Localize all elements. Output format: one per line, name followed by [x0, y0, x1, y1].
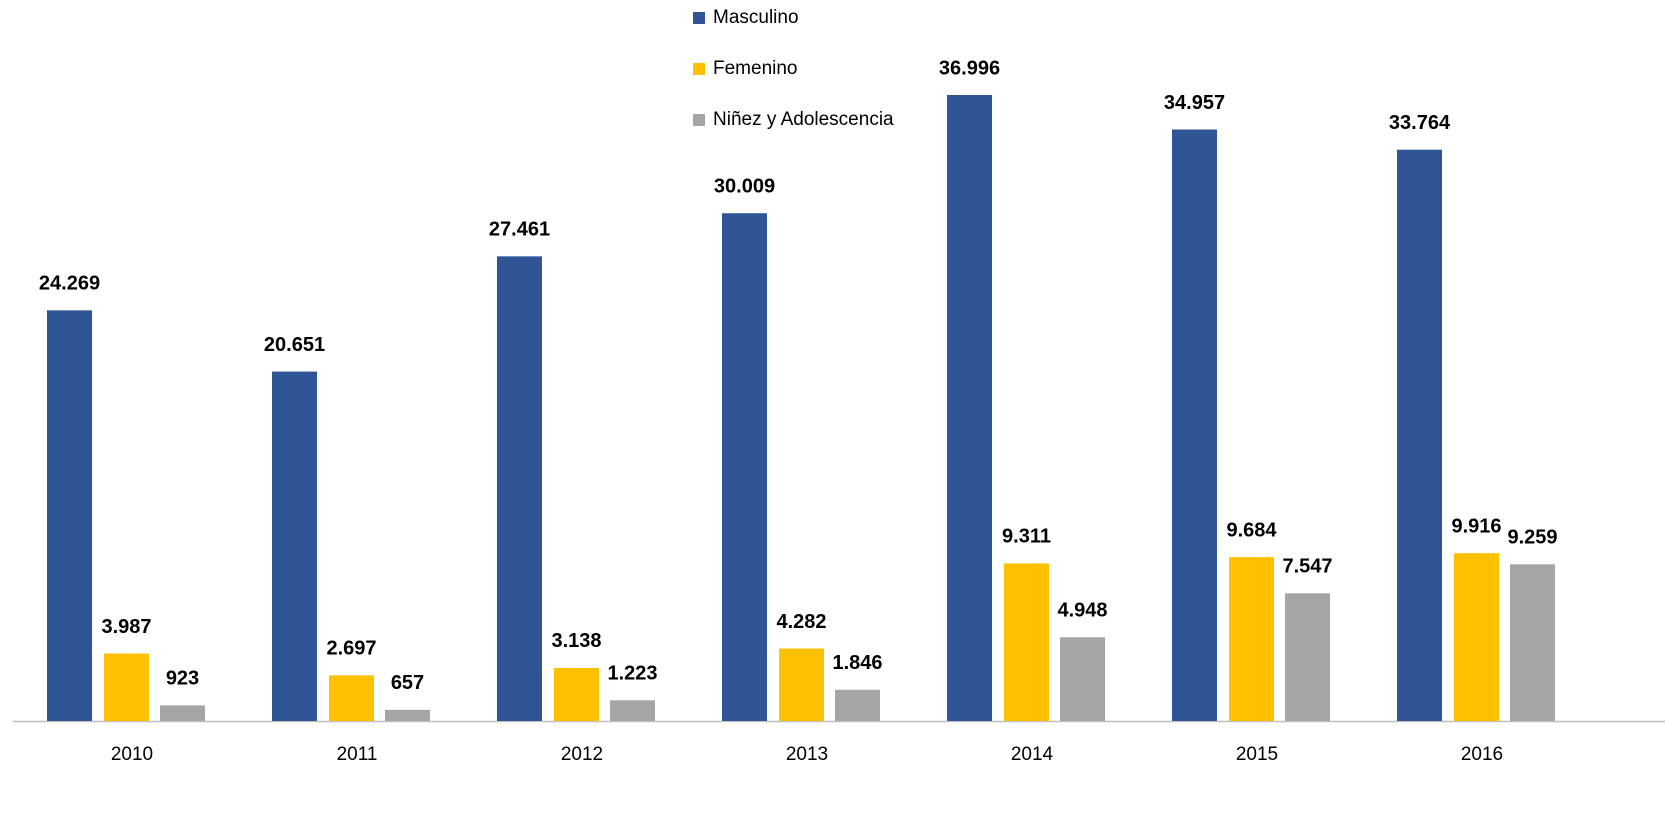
- bar: [1229, 557, 1274, 721]
- bar: [1172, 129, 1217, 721]
- bar: [385, 709, 430, 721]
- x-tick-label: 2015: [1236, 744, 1278, 765]
- value-label: 33.764: [1389, 112, 1451, 134]
- legend-swatch: [693, 12, 705, 24]
- bar: [554, 667, 599, 721]
- bar: [1454, 553, 1499, 721]
- bar: [160, 705, 205, 721]
- bar: [722, 213, 767, 721]
- bar: [835, 689, 880, 721]
- bar: [1060, 637, 1105, 721]
- value-label: 1.223: [607, 663, 657, 685]
- x-tick-label: 2010: [111, 744, 153, 765]
- bar: [1004, 563, 1049, 721]
- x-tick-label: 2012: [561, 744, 603, 765]
- bar: [329, 675, 374, 721]
- legend-swatch: [693, 114, 705, 126]
- value-label: 27.461: [489, 219, 550, 241]
- value-label: 3.987: [101, 616, 151, 638]
- legend-swatch: [693, 63, 705, 75]
- legend-label: Masculino: [713, 7, 799, 28]
- value-label: 20.651: [264, 334, 325, 356]
- value-label: 9.311: [1002, 526, 1051, 548]
- value-label: 4.948: [1057, 600, 1107, 622]
- value-label: 9.684: [1226, 519, 1277, 541]
- bar: [947, 95, 992, 721]
- value-label: 24.269: [39, 273, 100, 295]
- x-tick-label: 2014: [1011, 744, 1054, 765]
- value-label: 923: [166, 668, 199, 690]
- bar: [1397, 149, 1442, 721]
- value-label: 36.996: [939, 57, 1000, 79]
- legend-label: Femenino: [713, 58, 798, 79]
- legend-label: Niñez y Adolescencia: [713, 109, 894, 130]
- bar: [272, 371, 317, 721]
- value-label: 9.916: [1451, 515, 1501, 537]
- value-label: 9.259: [1507, 527, 1557, 549]
- bar: [1285, 593, 1330, 721]
- bar: [497, 256, 542, 721]
- value-label: 2.697: [326, 638, 376, 660]
- x-tick-label: 2013: [786, 744, 828, 765]
- bar: [104, 653, 149, 721]
- x-tick-label: 2011: [337, 744, 378, 765]
- value-label: 4.282: [776, 611, 826, 633]
- value-label: 34.957: [1164, 92, 1225, 114]
- value-label: 1.846: [832, 652, 882, 674]
- bar: [610, 700, 655, 721]
- bar: [1510, 564, 1555, 721]
- bar: [779, 648, 824, 721]
- bar: [47, 310, 92, 721]
- value-label: 7.547: [1282, 556, 1332, 578]
- value-label: 30.009: [714, 176, 775, 198]
- value-label: 3.138: [551, 630, 601, 652]
- value-label: 657: [391, 672, 424, 694]
- x-tick-label: 2016: [1461, 744, 1503, 765]
